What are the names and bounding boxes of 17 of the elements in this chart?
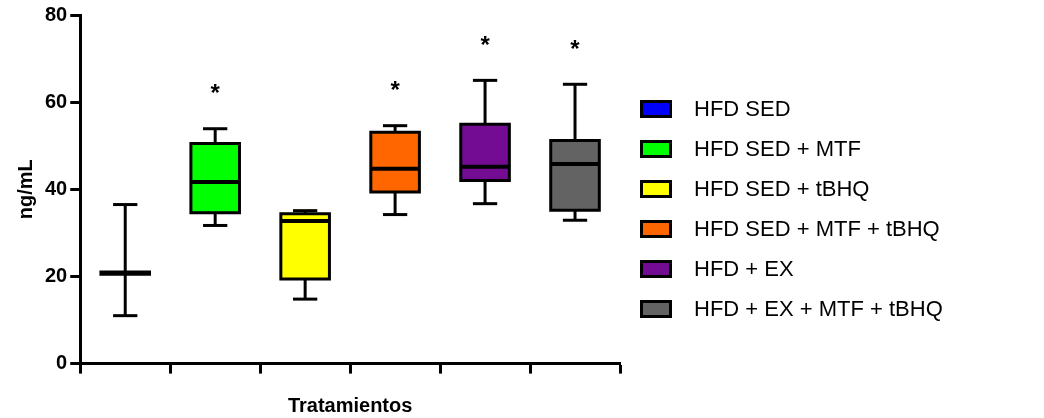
y-axis-title: ng/mL <box>13 159 36 220</box>
x-axis-title: Tratamientos <box>287 393 413 416</box>
y-tick-label: 60 <box>45 89 68 112</box>
annotation: * <box>570 34 581 62</box>
legend-label: HFD SED + MTF + tBHQ <box>694 216 940 242</box>
legend-label: HFD SED + MTF <box>694 136 861 162</box>
annotation: * <box>480 30 491 58</box>
annotation: * <box>210 79 221 107</box>
legend-label: HFD + EX + MTF + tBHQ <box>694 296 943 322</box>
legend-label: HFD + EX <box>694 256 794 282</box>
y-tick-label: 20 <box>45 263 68 286</box>
y-tick-label: 40 <box>45 176 68 199</box>
legend-label: HFD SED <box>694 96 791 122</box>
annotation: * <box>390 76 401 104</box>
y-tick-label: 80 <box>45 2 68 25</box>
legend-label: HFD SED + tBHQ <box>694 176 870 202</box>
y-tick-label: 0 <box>56 351 68 374</box>
